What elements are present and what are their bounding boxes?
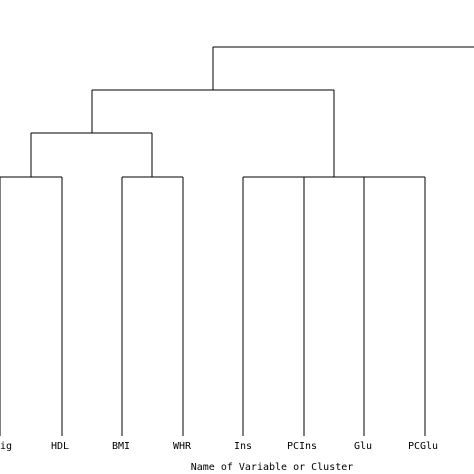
leaf-label-pcins: PCIns [287,441,317,452]
leaf-label-whr: WHR [173,441,192,452]
leaf-labels: ig HDL BMI WHR Ins PCIns Glu PCGlu [0,441,438,452]
leaf-label-bmi: BMI [112,441,130,452]
leaf-label-glu: Glu [354,441,372,452]
leaf-label-trig: ig [0,441,12,452]
leaf-label-ins: Ins [234,441,252,452]
axis-label: Name of Variable or Cluster [191,462,354,473]
dendrogram-branches [0,46,474,436]
leaf-label-pcglu: PCGlu [408,441,438,452]
leaf-label-hdl: HDL [51,441,69,452]
